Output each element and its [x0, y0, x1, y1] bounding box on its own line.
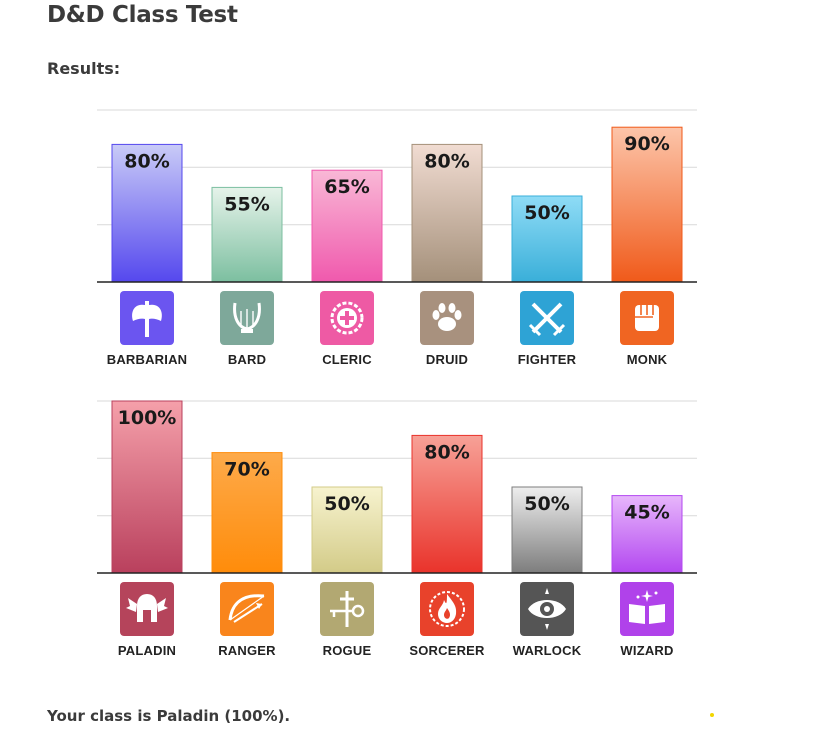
bar-paladin: [111, 400, 183, 574]
class-item-wizard: WIZARD: [597, 582, 697, 658]
class-label-bard: BARD: [227, 352, 267, 367]
class-item-rogue: ROGUE: [297, 582, 397, 658]
class-label-druid: DRUID: [425, 352, 469, 367]
class-label-paladin: PALADIN: [117, 643, 177, 658]
class-label-ranger: RANGER: [218, 643, 276, 658]
class-item-fighter: FIGHTER: [497, 291, 597, 367]
class-item-ranger: RANGER: [197, 582, 297, 658]
data-label-rogue: 50%: [324, 493, 369, 515]
spellbook-icon: [620, 582, 674, 636]
bar-cleric: [311, 169, 383, 283]
data-label-barbarian: 80%: [124, 150, 169, 172]
bar-wizard: [611, 495, 683, 574]
data-label-fighter: 50%: [524, 202, 569, 224]
class-label-cleric: CLERIC: [322, 352, 372, 367]
evil-eye-icon: [520, 582, 574, 636]
class-item-bard: BARD: [197, 291, 297, 367]
battle-axe-icon: [120, 291, 174, 345]
class-label-barbarian: BARBARIAN: [106, 352, 188, 367]
winged-helmet-icon: [120, 582, 174, 636]
bar-warlock: [511, 486, 583, 574]
class-item-sorcerer: SORCERER: [397, 582, 497, 658]
decorative-dot: [710, 713, 714, 717]
holy-cross-icon: [320, 291, 374, 345]
data-label-druid: 80%: [424, 150, 469, 172]
class-item-warlock: WARLOCK: [497, 582, 597, 658]
bar-rogue: [311, 486, 383, 574]
class-label-wizard: WIZARD: [620, 643, 674, 658]
fist-icon: [620, 291, 674, 345]
page-title: D&D Class Test: [47, 2, 238, 28]
class-label-sorcerer: SORCERER: [409, 643, 485, 658]
class-label-warlock: WARLOCK: [512, 643, 582, 658]
class-icons-row-top: BARBARIAN BARD CLERIC DRUID FIGHTER MONK: [97, 291, 697, 381]
class-label-monk: MONK: [626, 352, 668, 367]
bar-sorcerer: [411, 434, 483, 574]
class-label-rogue: ROGUE: [322, 643, 372, 658]
crossed-swords-icon: [520, 291, 574, 345]
lyre-icon: [220, 291, 274, 345]
data-label-warlock: 50%: [524, 493, 569, 515]
class-item-monk: MONK: [597, 291, 697, 367]
data-label-wizard: 45%: [624, 502, 669, 524]
key-and-dagger-icon: [320, 582, 374, 636]
class-icons-row-bottom: PALADIN RANGER ROGUE SORCERER WARLOCK WIZARD: [97, 582, 697, 672]
bar-ranger: [211, 452, 283, 574]
class-chart-bottom: 100% 70% 50% 80% 50% 45% PALADIN RANGER ROGUE SO…: [97, 381, 697, 666]
class-item-barbarian: BARBARIAN: [97, 291, 197, 367]
data-label-ranger: 70%: [224, 459, 269, 481]
data-label-cleric: 65%: [324, 176, 369, 198]
class-label-fighter: FIGHTER: [517, 352, 577, 367]
bar-chart-top: 80% 55% 65% 80% 50% 90%: [97, 109, 697, 283]
result-summary: Your class is Paladin (100%).: [47, 707, 291, 725]
class-item-paladin: PALADIN: [97, 582, 197, 658]
bar-chart-bottom: 100% 70% 50% 80% 50% 45%: [97, 400, 697, 574]
class-item-cleric: CLERIC: [297, 291, 397, 367]
class-item-druid: DRUID: [397, 291, 497, 367]
bar-bard: [211, 186, 283, 283]
bar-druid: [411, 143, 483, 283]
flame-icon: [420, 582, 474, 636]
data-label-bard: 55%: [224, 193, 269, 215]
paw-print-icon: [420, 291, 474, 345]
bow-and-arrow-icon: [220, 582, 274, 636]
data-label-monk: 90%: [624, 133, 669, 155]
results-label: Results:: [47, 59, 121, 78]
data-label-paladin: 100%: [118, 407, 177, 429]
bar-barbarian: [111, 143, 183, 283]
class-chart-top: 80% 55% 65% 80% 50% 90% BARBARIAN BARD CLERIC DR…: [97, 90, 697, 375]
data-label-sorcerer: 80%: [424, 441, 469, 463]
